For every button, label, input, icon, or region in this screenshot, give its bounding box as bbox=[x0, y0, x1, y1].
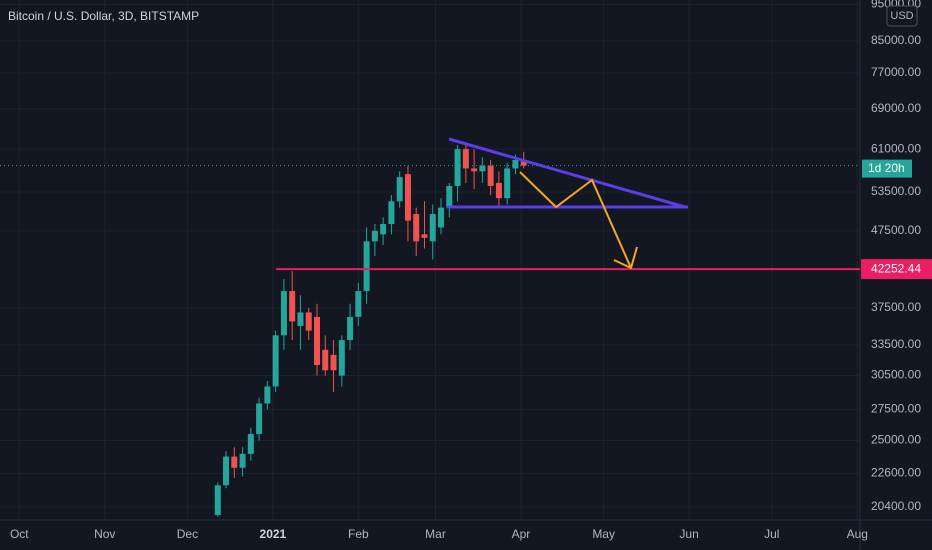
candle-body bbox=[272, 335, 279, 387]
candle-body bbox=[512, 160, 519, 169]
trend-line bbox=[448, 137, 686, 209]
candle-body bbox=[347, 316, 354, 341]
candle-body bbox=[239, 453, 246, 468]
level-label-box bbox=[861, 259, 932, 280]
y-tick-label: 85000.00 bbox=[871, 33, 921, 47]
x-tick-label: Nov bbox=[94, 527, 115, 541]
axes: 95000.00 85000.00 77000.00 69000.00 61000.00… bbox=[10, 0, 932, 541]
candle-body bbox=[495, 182, 502, 199]
candle-body bbox=[520, 160, 527, 166]
candles bbox=[0, 143, 860, 517]
candle-body bbox=[256, 403, 263, 435]
countdown-box bbox=[862, 159, 912, 178]
x-tick-label: Jul bbox=[764, 527, 779, 541]
candle-body bbox=[264, 386, 271, 404]
candle-body bbox=[421, 234, 428, 238]
candle-body bbox=[413, 214, 420, 242]
x-tick-label: Jun bbox=[679, 527, 698, 541]
currency[interactable]: USD bbox=[890, 10, 913, 22]
y-tick-label: 20400.00 bbox=[871, 499, 921, 513]
candle-body bbox=[338, 340, 345, 376]
candle-body bbox=[289, 291, 296, 322]
level-label: 42252.44 bbox=[871, 261, 921, 275]
candle-body bbox=[388, 201, 395, 225]
x-tick-label: May bbox=[592, 527, 615, 541]
candle-body bbox=[247, 434, 254, 454]
candle-body bbox=[438, 207, 445, 228]
chart-title: Bitcoin / U.S. Dollar, 3D, BITSTAMP bbox=[8, 9, 199, 23]
x-tick-label: Aug bbox=[847, 527, 868, 541]
y-tick-label: 30500.00 bbox=[871, 368, 921, 382]
x-tick-label: Feb bbox=[348, 527, 369, 541]
y-tick-label: 95000.00 bbox=[871, 0, 921, 11]
candle-body bbox=[322, 349, 329, 371]
candle-body bbox=[471, 168, 478, 172]
y-tick-label: 77000.00 bbox=[871, 65, 921, 79]
candle-body bbox=[429, 214, 436, 242]
candle-body bbox=[504, 168, 511, 199]
y-tick-label: 69000.00 bbox=[871, 101, 921, 115]
x-tick-label: Dec bbox=[177, 527, 198, 541]
countdown: 1d 20h bbox=[868, 161, 905, 175]
candle-body bbox=[446, 185, 453, 208]
y-tick-label: 61000.00 bbox=[871, 141, 921, 155]
candle-body bbox=[280, 291, 287, 336]
candle-body bbox=[223, 456, 230, 486]
candle-body bbox=[330, 354, 337, 371]
candle-body bbox=[462, 149, 469, 169]
y-tick-label: 25000.00 bbox=[871, 433, 921, 447]
y-tick-label: 37500.00 bbox=[871, 300, 921, 314]
candle-body bbox=[371, 230, 378, 242]
candle-body bbox=[380, 224, 387, 235]
y-tick-label: 27500.00 bbox=[871, 402, 921, 416]
drawings bbox=[447, 137, 688, 270]
x-tick-label: Mar bbox=[425, 527, 446, 541]
candle-body bbox=[305, 312, 312, 331]
candle-body bbox=[479, 165, 486, 172]
grid bbox=[0, 0, 860, 520]
candle-body bbox=[487, 165, 494, 186]
y-tick-label: 22600.00 bbox=[871, 466, 921, 480]
candle-body bbox=[404, 174, 411, 221]
projection-path bbox=[519, 171, 632, 269]
candle-body bbox=[355, 291, 362, 317]
candle-body bbox=[396, 177, 403, 202]
candle-body bbox=[231, 456, 238, 468]
candle-body bbox=[454, 149, 461, 186]
candle-body bbox=[297, 312, 304, 326]
y-tick-label: 33500.00 bbox=[871, 337, 921, 351]
candle-body bbox=[214, 485, 221, 516]
y-tick-label: 53500.00 bbox=[871, 184, 921, 198]
currency-box[interactable] bbox=[886, 5, 918, 27]
x-tick-label: Apr bbox=[512, 527, 531, 541]
candle-body bbox=[313, 316, 320, 366]
projection-arrowhead bbox=[613, 246, 638, 270]
candle-body bbox=[363, 241, 370, 292]
x-tick-label: 2021 bbox=[260, 527, 287, 541]
y-tick-label: 47500.00 bbox=[871, 223, 921, 237]
x-tick-label: Oct bbox=[10, 527, 29, 541]
